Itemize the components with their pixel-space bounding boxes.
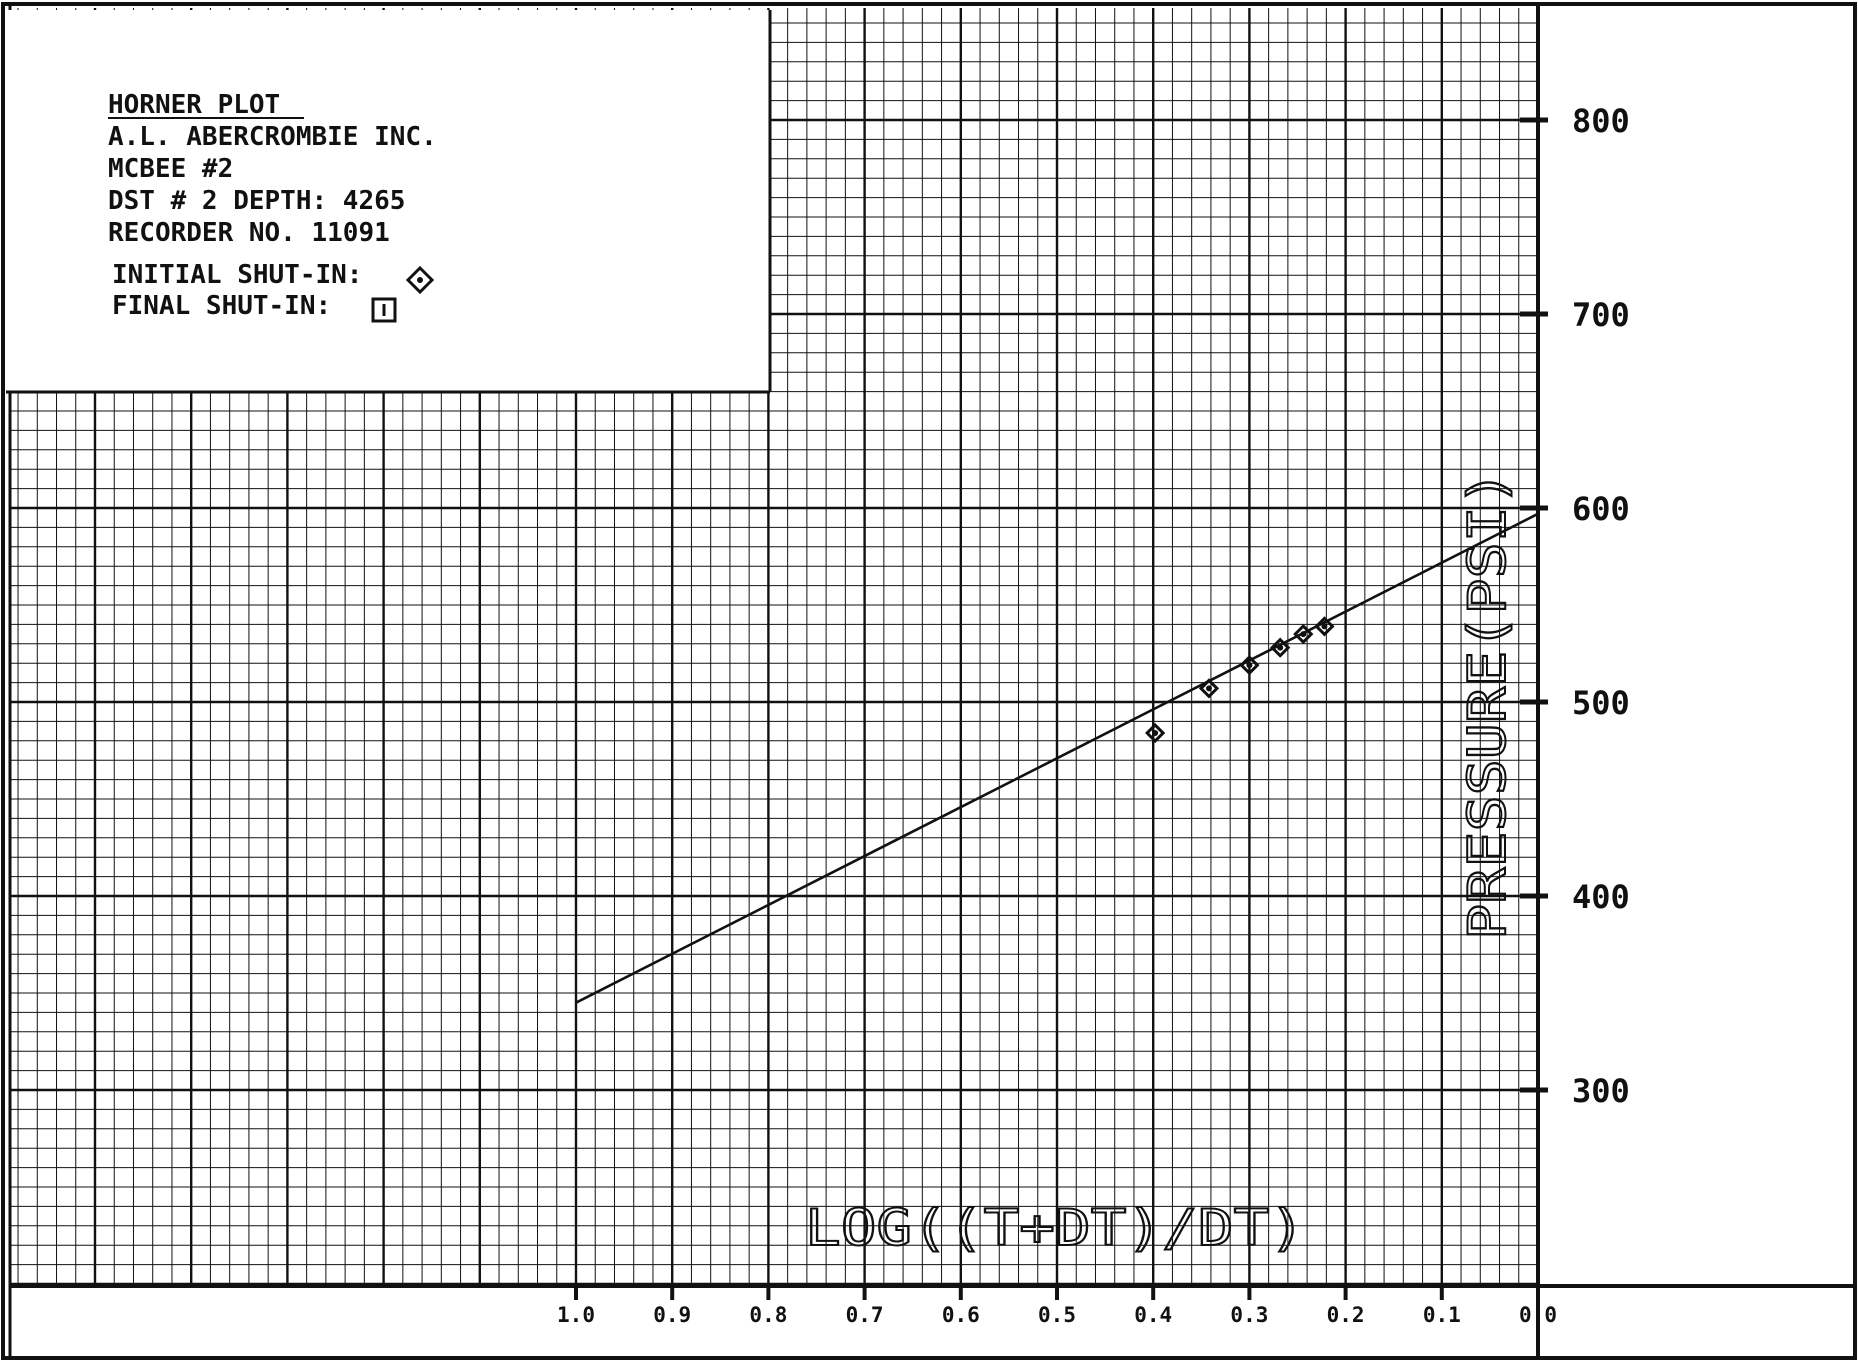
y-tick-label: 600: [1572, 490, 1630, 528]
x-tick-label: 0.5: [1038, 1303, 1076, 1327]
data-point-center: [1205, 685, 1212, 692]
x-axis-title: LOG((T+DT)/DT): [805, 1199, 1305, 1257]
data-point: [1145, 722, 1166, 744]
data-point: [1314, 616, 1335, 637]
x-tick-label: 0.9: [653, 1303, 691, 1327]
y-tick-label: 400: [1572, 878, 1630, 916]
x-tick-label: 0.7: [846, 1303, 884, 1327]
legend-final-label: FINAL SHUT-IN:: [112, 291, 331, 321]
y-tick-label: 300: [1572, 1072, 1630, 1110]
x-axis-ticks: 1.0 0.9 0.8 0.7 0.6 0.5 0.4 0.3 0.2 0.1 0.0: [557, 1284, 1557, 1327]
y-tick-label: 500: [1572, 684, 1630, 722]
data-point-center: [1300, 631, 1307, 638]
legend-line-recorder: RECORDER NO. 11091: [108, 218, 390, 248]
data-point-diamond: [1145, 722, 1166, 744]
x-tick-label: 0.3: [1230, 1303, 1268, 1327]
y-axis-title: PRESSURE(PSI): [1458, 470, 1518, 940]
data-point: [1198, 678, 1220, 699]
y-tick-label: 800: [1572, 102, 1630, 140]
data-points: [1145, 616, 1335, 744]
diamond-marker-icon: [405, 265, 435, 295]
y-tick-label: 700: [1572, 296, 1630, 334]
legend-title: HORNER PLOT: [108, 90, 280, 120]
x-tick-label: 0.4: [1134, 1303, 1172, 1327]
legend-line-company: A.L. ABERCROMBIE INC.: [108, 122, 437, 152]
data-point-diamond: [1293, 623, 1314, 645]
legend-box: HORNER PLOT A.L. ABERCROMBIE INC. MCBEE …: [6, 10, 772, 394]
data-point: [1270, 637, 1291, 658]
data-point-diamond: [1314, 616, 1335, 637]
data-point-diamond: [1270, 637, 1291, 658]
legend-line-well: MCBEE #2: [108, 154, 233, 184]
square-marker-icon: [371, 297, 397, 323]
data-point-diamond: [1239, 655, 1260, 676]
x-tick-label: 0.0: [1519, 1303, 1557, 1327]
data-point: [1293, 623, 1314, 645]
fit-line-layer: [575, 512, 1539, 1004]
data-point: [1239, 655, 1260, 676]
data-point-center: [1321, 623, 1328, 630]
legend-line-dst: DST # 2 DEPTH: 4265: [108, 186, 405, 216]
x-tick-label: 1.0: [557, 1303, 595, 1327]
x-tick-label: 0.2: [1327, 1303, 1365, 1327]
y-axis-ticks: 300 400 500 600 700 800: [1520, 102, 1630, 1110]
fit-line: [575, 512, 1539, 1004]
data-point-diamond: [1198, 678, 1220, 699]
x-tick-label: 0.6: [942, 1303, 980, 1327]
data-point-center: [1152, 730, 1159, 737]
legend-initial-label: INITIAL SHUT-IN:: [112, 260, 362, 290]
x-tick-label: 0.8: [749, 1303, 787, 1327]
x-tick-label: 0.1: [1423, 1303, 1461, 1327]
legend-background: [6, 10, 770, 392]
data-point-center: [1277, 644, 1284, 651]
data-point-center: [1246, 662, 1253, 669]
